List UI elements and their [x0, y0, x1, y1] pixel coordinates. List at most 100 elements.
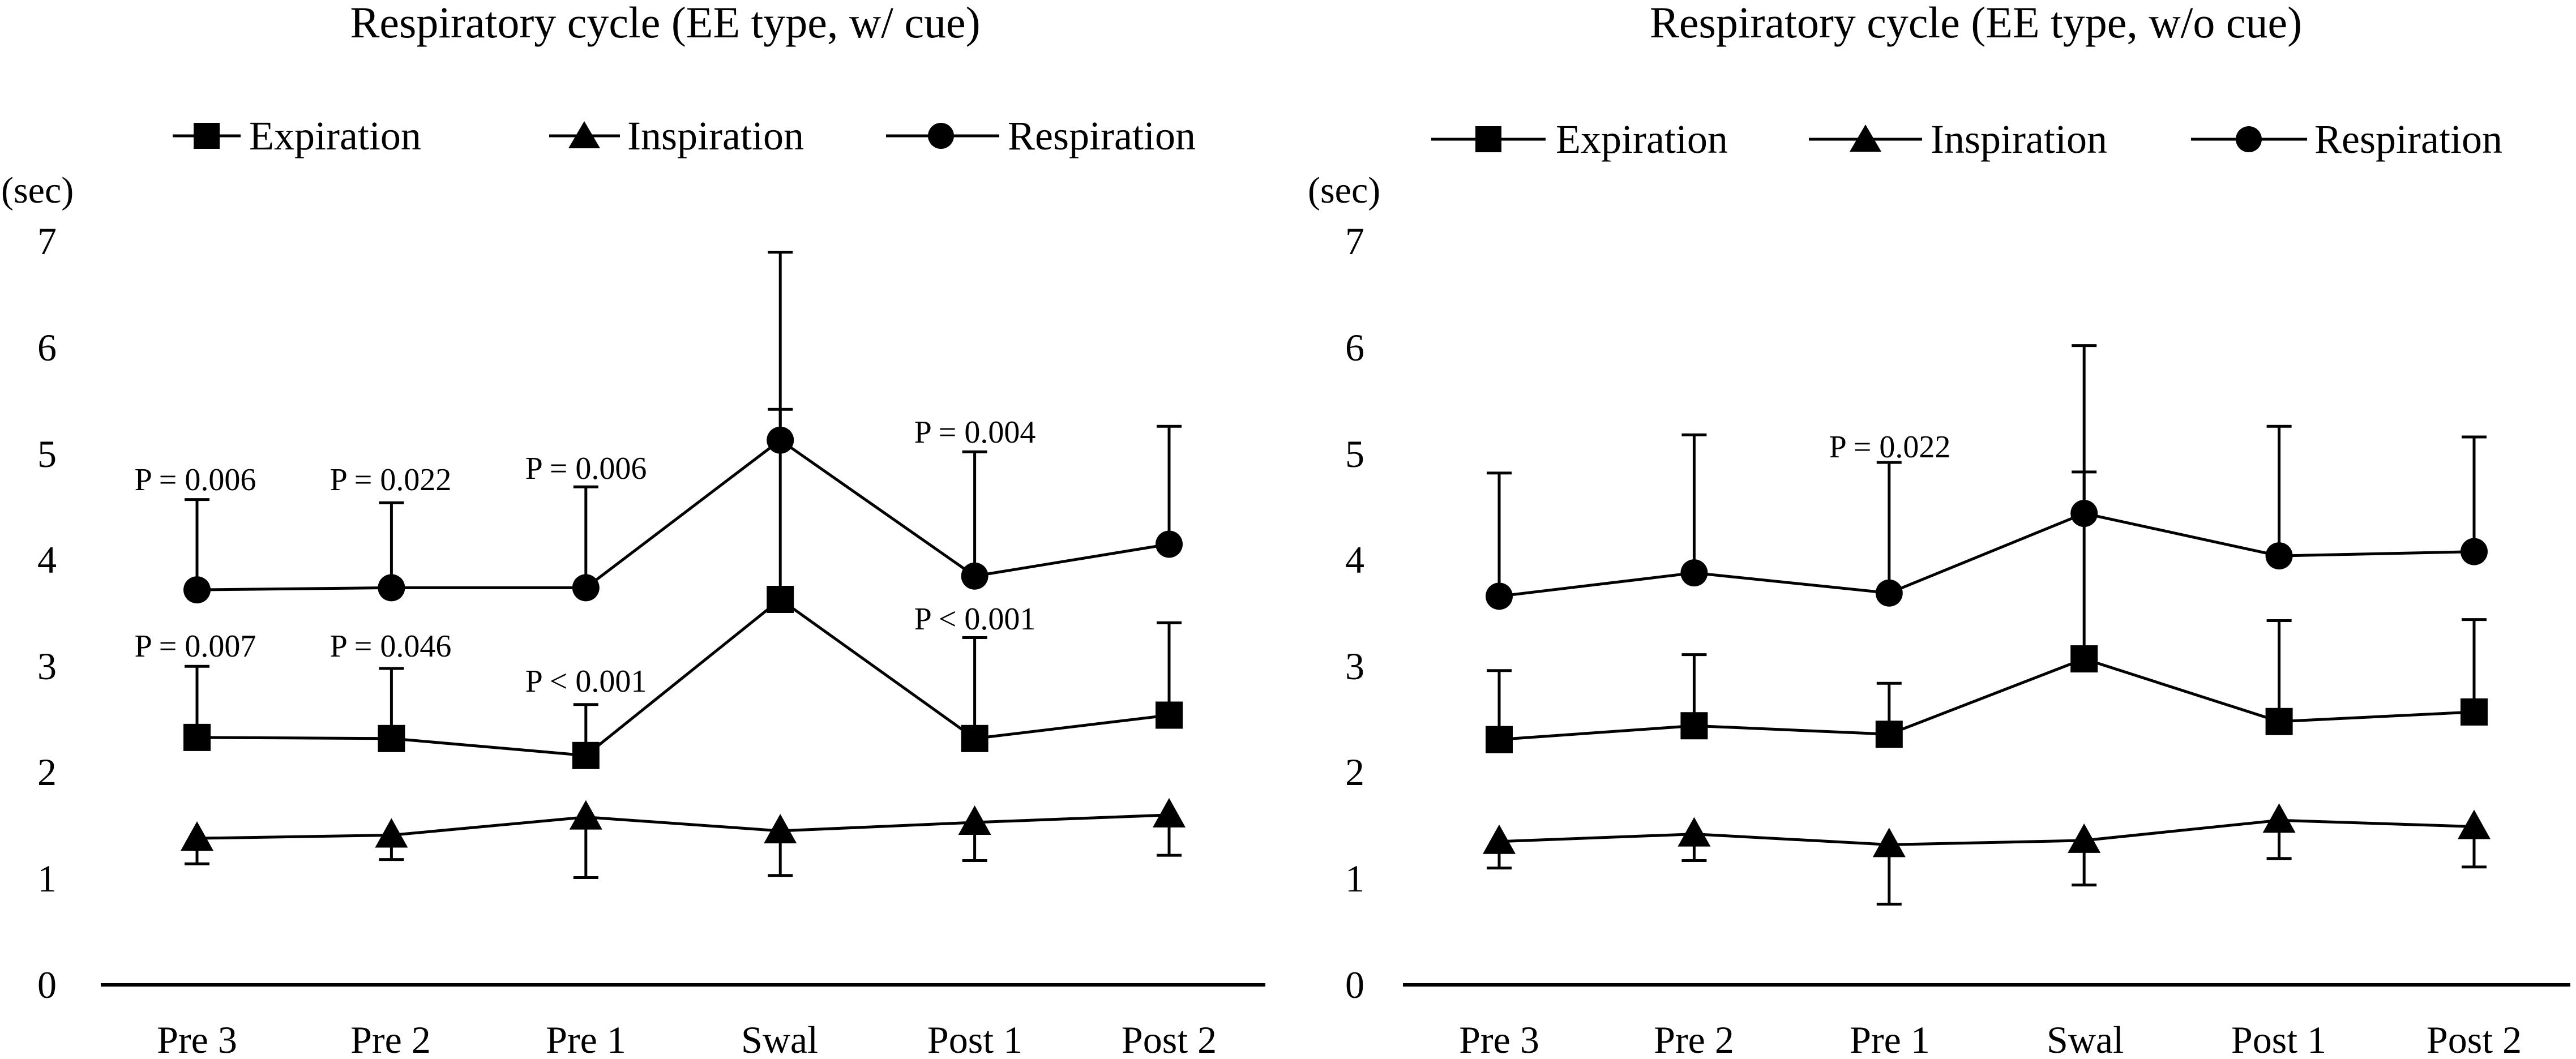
data-point-inspiration	[1153, 798, 1186, 828]
y-tick-label: 3	[37, 645, 57, 688]
p-value-label: P = 0.046	[330, 629, 452, 664]
square-marker-icon	[194, 123, 220, 149]
data-point-expiration	[572, 741, 600, 769]
y-unit-label: (sec)	[1, 170, 74, 211]
data-point-inspiration	[1678, 817, 1711, 847]
triangle-marker-icon	[1850, 125, 1881, 152]
data-point-expiration	[1156, 701, 1183, 729]
x-tick-label: Swal	[2047, 1018, 2124, 1059]
legend-item-inspiration: Inspiration	[1809, 117, 2107, 162]
x-tick-label: Post 1	[2231, 1018, 2326, 1059]
plot-area	[1483, 344, 2491, 906]
data-point-expiration	[2461, 698, 2488, 726]
y-tick-label: 7	[1345, 220, 1364, 263]
data-point-respiration	[2070, 500, 2098, 528]
y-tick-label: 4	[37, 538, 57, 581]
y-tick-labels: 0 1 2 3 4 5 6 7	[37, 220, 57, 1006]
data-point-respiration	[183, 576, 211, 604]
series-line-inspiration	[1499, 818, 2475, 846]
p-value-label: P = 0.006	[525, 451, 647, 486]
x-tick-label: Post 2	[1122, 1018, 1217, 1059]
legend-label: Inspiration	[627, 113, 804, 158]
y-tick-label: 2	[1345, 751, 1364, 794]
y-tick-labels: 0 1 2 3 4 5 6 7	[1345, 220, 1364, 1006]
x-tick-label: Pre 1	[546, 1018, 626, 1059]
legend: Expiration Inspiration Respiration	[1431, 117, 2502, 162]
legend-item-expiration: Expiration	[1431, 117, 1728, 162]
p-value-label: P = 0.004	[914, 415, 1036, 450]
y-tick-label: 5	[37, 432, 57, 475]
x-tick-labels: Pre 3 Pre 2 Pre 1 Swal Post 1 Post 2	[157, 1018, 1217, 1059]
legend: Expiration Inspiration Respiration	[173, 113, 1196, 158]
data-point-respiration	[961, 562, 989, 590]
data-point-respiration	[2265, 542, 2293, 570]
x-tick-label: Pre 3	[1459, 1018, 1539, 1059]
legend-label: Expiration	[1556, 117, 1728, 162]
data-point-inspiration	[181, 821, 213, 851]
data-point-respiration	[767, 426, 794, 454]
annotations: P = 0.022	[1829, 430, 1951, 465]
data-point-inspiration	[1872, 828, 1906, 858]
data-point-expiration	[183, 723, 211, 751]
x-tick-label: Post 1	[927, 1018, 1022, 1059]
series-line-respiration	[1499, 512, 2475, 598]
chart-left: Respiratory cycle (EE type, w/ cue) Expi…	[1, 0, 1265, 1059]
data-point-inspiration	[764, 813, 797, 843]
chart-title: Respiratory cycle (EE type, w/o cue)	[1650, 0, 2302, 47]
data-point-respiration	[1156, 530, 1183, 558]
x-tick-label: Pre 2	[350, 1018, 431, 1059]
y-unit-label: (sec)	[1308, 170, 1380, 211]
legend-item-respiration: Respiration	[886, 113, 1196, 158]
legend-item-respiration: Respiration	[2191, 117, 2502, 162]
legend-item-inspiration: Inspiration	[549, 113, 804, 158]
data-point-inspiration	[1483, 824, 1516, 854]
chart-right: Respiratory cycle (EE type, w/o cue) Exp…	[1308, 0, 2570, 1059]
legend-item-expiration: Expiration	[173, 113, 421, 158]
data-point-respiration	[1680, 559, 1708, 587]
triangle-marker-icon	[568, 121, 600, 148]
annotations: P = 0.006 P = 0.022 P = 0.006 P = 0.004 …	[135, 415, 1036, 699]
y-tick-label: 0	[1345, 963, 1364, 1006]
p-value-label: P = 0.006	[135, 462, 256, 498]
y-tick-label: 2	[37, 751, 57, 794]
data-point-inspiration	[2262, 803, 2296, 833]
data-point-expiration	[378, 724, 405, 752]
data-point-respiration	[572, 574, 600, 602]
data-point-expiration	[2070, 645, 2098, 673]
data-point-expiration	[1486, 726, 1513, 753]
legend-label: Expiration	[249, 113, 421, 158]
y-tick-label: 7	[37, 220, 57, 263]
x-tick-label: Pre 1	[1850, 1018, 1930, 1059]
y-tick-label: 0	[37, 963, 57, 1006]
series-line-expiration	[196, 597, 1170, 757]
circle-marker-icon	[928, 123, 954, 149]
data-point-expiration	[1680, 712, 1708, 740]
series-line-inspiration	[196, 813, 1170, 840]
x-tick-label: Swal	[741, 1018, 818, 1059]
series-line-respiration	[196, 438, 1170, 591]
circle-marker-icon	[2236, 126, 2262, 152]
x-tick-labels: Pre 3 Pre 2 Pre 1 Swal Post 1 Post 2	[1459, 1018, 2522, 1059]
series-line-expiration	[1499, 657, 2475, 741]
data-point-inspiration	[958, 805, 991, 835]
y-tick-label: 5	[1345, 432, 1364, 475]
data-point-respiration	[1486, 582, 1513, 610]
data-point-respiration	[378, 574, 405, 602]
legend-label: Inspiration	[1931, 117, 2107, 162]
y-tick-label: 3	[1345, 645, 1364, 688]
y-tick-label: 1	[1345, 857, 1364, 900]
data-point-expiration	[767, 586, 794, 614]
data-point-respiration	[2461, 538, 2488, 565]
data-point-inspiration	[2068, 823, 2101, 853]
data-point-expiration	[1875, 721, 1903, 748]
p-value-label: P < 0.001	[525, 664, 647, 699]
chart-title: Respiratory cycle (EE type, w/ cue)	[350, 0, 980, 47]
x-tick-label: Pre 2	[1654, 1018, 1734, 1059]
square-marker-icon	[1475, 126, 1501, 152]
y-tick-label: 6	[1345, 326, 1364, 369]
data-point-inspiration	[375, 818, 408, 848]
y-tick-label: 6	[37, 326, 57, 369]
data-point-inspiration	[2458, 809, 2491, 839]
p-value-label: P = 0.007	[135, 629, 256, 664]
data-point-expiration	[2265, 708, 2293, 735]
